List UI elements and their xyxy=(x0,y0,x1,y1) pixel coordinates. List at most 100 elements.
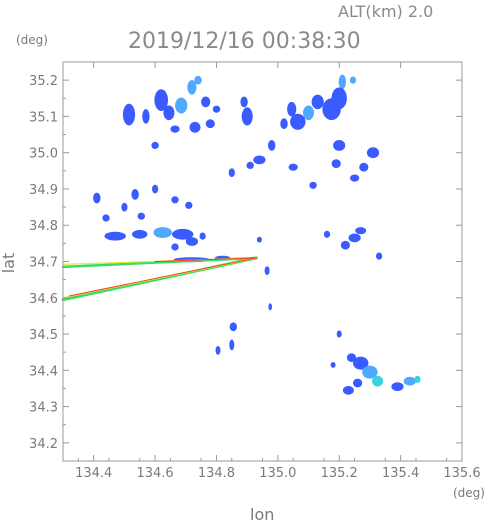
echo-cell-58 xyxy=(264,266,270,275)
echo-cell-24 xyxy=(175,97,188,114)
echo-cell-41 xyxy=(171,196,179,204)
echo-cell-8 xyxy=(280,118,288,130)
clutter-ray-4 xyxy=(68,257,257,297)
echo-cell-65 xyxy=(346,353,357,362)
echo-cell-20 xyxy=(246,161,254,169)
altitude-label: ALT(km) 2.0 xyxy=(338,2,433,21)
echo-cell-55 xyxy=(323,230,331,238)
echo-cell-45 xyxy=(153,227,172,238)
echo-cell-37 xyxy=(121,202,128,212)
x-tick-label-0: 134.4 xyxy=(75,466,112,481)
echo-cell-10 xyxy=(240,96,248,108)
y-tick-label-10: 35.2 xyxy=(29,74,58,89)
echo-cell-70 xyxy=(342,385,354,395)
echo-cell-71 xyxy=(391,382,404,391)
echo-cell-53 xyxy=(348,233,361,243)
x-unit-label: (deg) xyxy=(453,486,485,500)
echo-cell-43 xyxy=(104,231,126,241)
echo-cell-72 xyxy=(403,376,416,386)
echo-cell-62 xyxy=(215,346,221,355)
echo-cell-23 xyxy=(163,105,175,121)
x-axis-label: lon xyxy=(250,505,274,521)
y-tick-label-2: 34.4 xyxy=(29,364,58,379)
echo-cell-60 xyxy=(229,322,237,332)
echo-cell-4 xyxy=(311,94,324,110)
y-tick-label-6: 34.8 xyxy=(29,219,58,234)
echo-cell-66 xyxy=(353,356,369,370)
echo-cell-40 xyxy=(152,184,159,194)
echo-cell-1 xyxy=(349,76,357,84)
echo-cell-18 xyxy=(359,162,369,172)
echo-cell-19 xyxy=(350,174,360,182)
y-unit-label: (deg) xyxy=(16,33,48,47)
echo-cell-12 xyxy=(253,155,266,165)
y-tick-label-9: 35.1 xyxy=(29,110,58,125)
echo-cell-63 xyxy=(336,330,342,338)
y-tick-label-7: 34.9 xyxy=(29,183,58,198)
y-tick-label-5: 34.7 xyxy=(29,256,58,271)
echo-cell-30 xyxy=(189,121,201,133)
echo-cell-9 xyxy=(241,107,253,126)
echo-cell-57 xyxy=(256,236,262,243)
echo-cell-33 xyxy=(142,109,150,124)
y-tick-label-1: 34.3 xyxy=(29,401,58,416)
echo-cell-46 xyxy=(172,228,194,240)
echo-cell-44 xyxy=(132,229,148,239)
echo-cell-14 xyxy=(309,181,317,189)
echo-cell-68 xyxy=(372,375,384,387)
echo-cell-0 xyxy=(338,74,346,90)
echo-cell-56 xyxy=(376,252,383,260)
echo-cell-22 xyxy=(154,89,168,111)
y-axis-label: lat xyxy=(0,253,18,274)
echo-cell-64 xyxy=(330,362,336,368)
echo-cell-28 xyxy=(212,105,221,113)
echo-cell-7 xyxy=(287,101,297,117)
echo-cell-27 xyxy=(201,96,211,108)
x-tick-label-3: 135.0 xyxy=(259,466,296,481)
echo-cell-17 xyxy=(366,147,380,159)
echo-cell-38 xyxy=(102,214,110,222)
echo-cell-36 xyxy=(131,189,139,200)
echo-cell-21 xyxy=(228,168,235,178)
echo-cell-39 xyxy=(137,212,145,220)
y-tick-label-3: 34.5 xyxy=(29,328,58,343)
clutter-ray-5 xyxy=(154,257,257,262)
x-tick-label-2: 134.8 xyxy=(198,466,235,481)
echo-cell-29 xyxy=(205,119,215,129)
y-tick-label-4: 34.6 xyxy=(29,292,58,307)
echo-cell-54 xyxy=(340,240,350,250)
x-tick-label-5: 135.4 xyxy=(382,466,419,481)
echo-cell-47 xyxy=(185,237,198,246)
x-tick-label-4: 135.2 xyxy=(321,466,358,481)
echo-cell-42 xyxy=(185,201,193,209)
echo-cell-16 xyxy=(331,159,341,169)
echo-cell-49 xyxy=(199,232,206,240)
echo-cell-13 xyxy=(288,163,298,171)
echo-cell-3 xyxy=(322,98,341,121)
echo-cell-52 xyxy=(355,227,367,235)
echo-cell-67 xyxy=(362,365,378,379)
echo-cell-11 xyxy=(268,140,276,151)
echo-cell-15 xyxy=(333,140,346,151)
echo-cell-32 xyxy=(151,141,159,149)
plot-frame xyxy=(62,61,463,462)
x-tick-label-6: 135.6 xyxy=(443,466,480,481)
y-tick-label-0: 34.2 xyxy=(29,437,58,452)
echo-cell-73 xyxy=(414,375,421,383)
echo-cell-69 xyxy=(353,378,363,388)
echo-cell-61 xyxy=(229,339,235,351)
echo-cell-26 xyxy=(194,75,202,85)
clutter-ray-layer xyxy=(61,256,258,302)
echo-cell-59 xyxy=(268,303,273,311)
echo-cell-48 xyxy=(171,243,179,251)
echo-cell-5 xyxy=(303,105,314,121)
tick-layer: 134.4 134.6 134.8 135.0 135.2 135.4 135.6 34.2 3… xyxy=(29,62,481,481)
chart-title: 2019/12/16 00:38:30 xyxy=(128,29,361,54)
echo-cell-25 xyxy=(187,80,197,95)
echo-layer xyxy=(93,74,421,395)
echo-cell-35 xyxy=(93,192,101,204)
echo-cell-31 xyxy=(170,125,180,133)
x-tick-label-1: 134.6 xyxy=(136,466,173,481)
echo-cell-34 xyxy=(122,103,136,126)
